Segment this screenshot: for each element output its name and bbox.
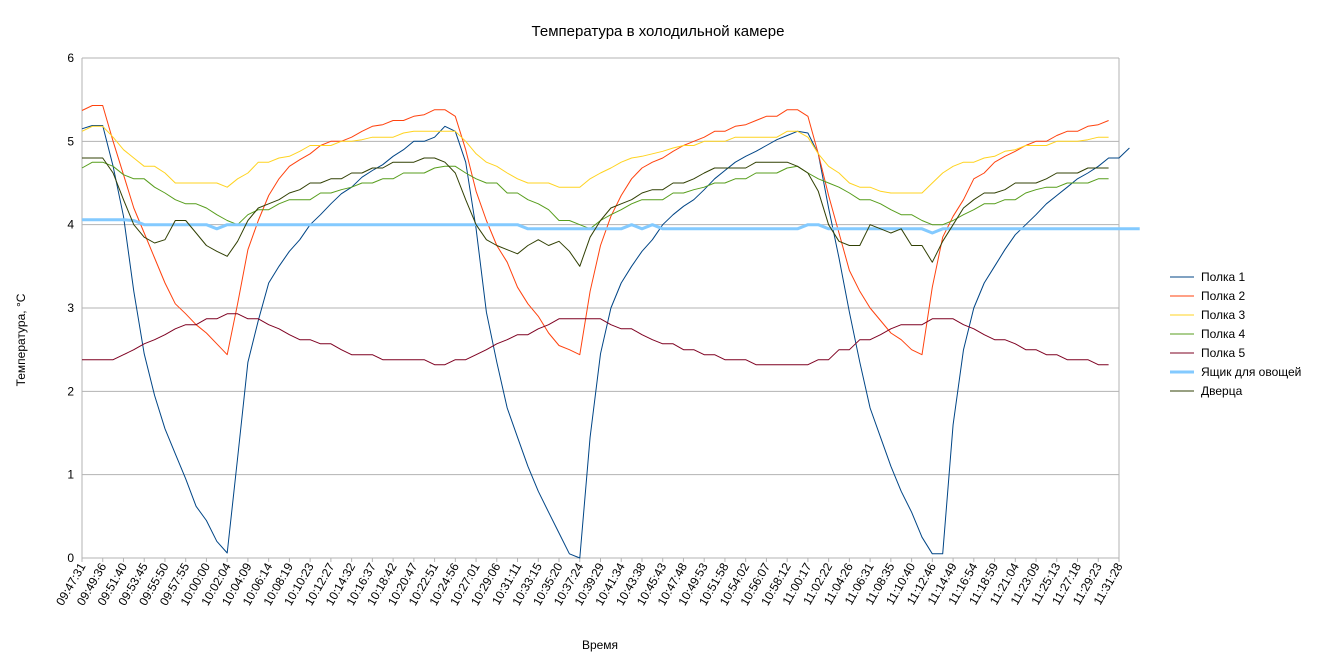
y-tick-label: 5 xyxy=(67,134,74,148)
chart-title: Температура в холодильной камере xyxy=(532,23,785,40)
y-tick-label: 0 xyxy=(67,551,74,565)
y-tick-label: 1 xyxy=(67,468,74,482)
legend-label-3: Полка 3 xyxy=(1201,308,1246,322)
series-line-1 xyxy=(81,125,1130,559)
y-axis-title: Температура, °С xyxy=(14,293,28,386)
legend-label-7: Дверца xyxy=(1201,384,1243,398)
series-line-7 xyxy=(82,157,1109,267)
legend-label-1: Полка 1 xyxy=(1201,270,1246,284)
series-line-4 xyxy=(81,161,1109,230)
series-line-5 xyxy=(82,313,1109,366)
series-line-2 xyxy=(81,105,1109,356)
legend-label-5: Полка 5 xyxy=(1201,346,1246,360)
series-lines xyxy=(81,105,1140,559)
y-tick-label: 3 xyxy=(67,301,74,315)
grid xyxy=(82,57,1119,559)
legend-label-2: Полка 2 xyxy=(1201,289,1246,303)
axes xyxy=(81,58,1120,562)
legend-label-4: Полка 4 xyxy=(1201,327,1246,341)
y-tick-label: 6 xyxy=(67,51,74,65)
legend-label-6: Ящик для овощей xyxy=(1201,365,1301,379)
y-tick-labels: 0 1 2 3 4 5 6 xyxy=(67,51,74,565)
x-axis-title: Время xyxy=(582,638,618,652)
legend: Полка 1 Полка 2 Полка 3 Полка 4 Полка 5 Ящик … xyxy=(1170,270,1301,398)
y-tick-label: 4 xyxy=(67,218,74,232)
series-line-3 xyxy=(81,125,1109,194)
y-tick-label: 2 xyxy=(67,384,74,398)
x-tick-labels: 09:47:3109:49:3609:51:4009:53:4509:55:50… xyxy=(53,560,1126,608)
